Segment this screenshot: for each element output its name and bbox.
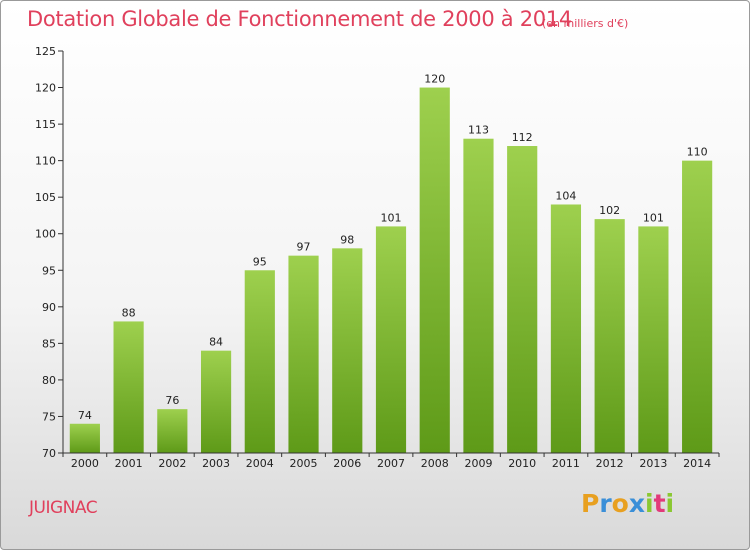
logo-letter: P xyxy=(581,489,600,518)
chart-title: Dotation Globale de Fonctionnement de 20… xyxy=(27,7,572,31)
y-tick-label: 105 xyxy=(35,191,56,204)
bar xyxy=(200,350,232,453)
y-tick-label: 125 xyxy=(35,45,56,58)
bar xyxy=(638,226,669,453)
x-tick-label: 2007 xyxy=(377,457,405,470)
y-axis: 70 75 80 85 90 95 100 105 110 115 120 125 xyxy=(35,45,64,460)
bar xyxy=(157,409,188,453)
bar xyxy=(463,138,494,453)
data-label: 95 xyxy=(253,255,267,268)
x-tick-label: 2009 xyxy=(464,457,492,470)
bar xyxy=(113,321,144,453)
bar xyxy=(244,270,275,453)
y-tick-label: 85 xyxy=(42,337,56,350)
logo-letter: o xyxy=(611,489,629,518)
x-tick-label: 2011 xyxy=(552,457,580,470)
logo-letter: r xyxy=(599,489,612,518)
x-tick-label: 2003 xyxy=(202,457,230,470)
y-tick-label: 95 xyxy=(42,264,56,277)
x-tick-label: 2012 xyxy=(596,457,624,470)
data-label: 104 xyxy=(555,189,576,202)
data-label: 102 xyxy=(599,204,620,217)
y-tick-label: 70 xyxy=(42,447,56,460)
y-tick-label: 120 xyxy=(35,82,56,95)
bar xyxy=(550,204,582,453)
data-label: 84 xyxy=(209,336,223,349)
y-tick-label: 110 xyxy=(35,155,56,168)
y-tick-label: 100 xyxy=(35,228,56,241)
data-label: 110 xyxy=(687,146,708,159)
data-label: 101 xyxy=(381,211,402,224)
data-label: 98 xyxy=(340,233,354,246)
logo-letter: i xyxy=(665,489,675,518)
logo-letter: t xyxy=(653,489,666,518)
logo-letter: i xyxy=(645,489,654,518)
data-label: 88 xyxy=(122,306,136,319)
y-tick-label: 80 xyxy=(42,374,56,387)
x-tick-label: 2002 xyxy=(158,457,186,470)
x-axis: 2000 2001 2002 2003 2004 2005 2006 2007 2008 2009… xyxy=(62,452,720,470)
bar xyxy=(419,87,450,453)
logo-letter: x xyxy=(628,489,645,518)
data-label: 97 xyxy=(297,241,311,254)
y-tick-label: 90 xyxy=(42,301,56,314)
x-tick-label: 2014 xyxy=(683,457,711,470)
bars: 74 88 76 84 95 97 98 101 120 113 112 104 102 101 110 xyxy=(69,73,713,454)
bar xyxy=(288,255,319,453)
x-tick-label: 2008 xyxy=(421,457,449,470)
data-label: 120 xyxy=(424,73,445,86)
bar xyxy=(594,219,625,453)
data-label: 101 xyxy=(643,211,664,224)
data-label: 74 xyxy=(78,409,92,422)
bar xyxy=(375,226,407,453)
y-tick-label: 75 xyxy=(42,410,56,423)
commune-name: JUIGNAC xyxy=(29,498,98,518)
bar xyxy=(332,248,363,453)
bar xyxy=(507,146,538,453)
bar xyxy=(682,160,713,454)
y-tick-label: 115 xyxy=(35,118,56,131)
x-tick-label: 2001 xyxy=(115,457,143,470)
proxiti-logo: Proxiti xyxy=(581,489,674,518)
bar xyxy=(69,423,100,453)
x-tick-label: 2005 xyxy=(290,457,318,470)
x-tick-label: 2013 xyxy=(639,457,667,470)
x-tick-label: 2000 xyxy=(71,457,99,470)
data-label: 76 xyxy=(165,394,179,407)
x-tick-label: 2004 xyxy=(246,457,274,470)
chart-unit: (en milliers d'€) xyxy=(542,17,629,30)
x-tick-label: 2006 xyxy=(333,457,361,470)
x-tick-label: 2010 xyxy=(508,457,536,470)
data-label: 112 xyxy=(512,131,533,144)
data-label: 113 xyxy=(468,124,489,137)
